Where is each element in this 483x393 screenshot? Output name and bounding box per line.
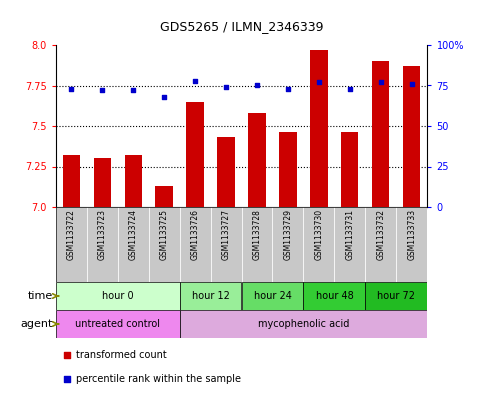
Text: transformed count: transformed count xyxy=(76,349,167,360)
Bar xyxy=(149,207,180,282)
Bar xyxy=(125,155,142,207)
Bar xyxy=(217,137,235,207)
Point xyxy=(63,376,71,382)
Point xyxy=(98,87,106,94)
Bar xyxy=(280,132,297,207)
Text: GSM1133729: GSM1133729 xyxy=(284,209,293,260)
Bar xyxy=(341,132,358,207)
Bar xyxy=(56,310,180,338)
Bar xyxy=(94,158,111,207)
Text: GSM1133724: GSM1133724 xyxy=(128,209,138,260)
Text: time: time xyxy=(28,291,53,301)
Bar xyxy=(248,113,266,207)
Bar xyxy=(156,186,172,207)
Bar xyxy=(242,207,272,282)
Bar xyxy=(334,207,366,282)
Bar xyxy=(62,155,80,207)
Bar xyxy=(403,66,421,207)
Bar xyxy=(303,207,334,282)
Text: hour 72: hour 72 xyxy=(377,291,415,301)
Bar xyxy=(366,207,397,282)
Text: GSM1133726: GSM1133726 xyxy=(190,209,199,260)
Text: GSM1133732: GSM1133732 xyxy=(376,209,385,260)
Bar xyxy=(56,282,180,310)
Bar xyxy=(366,282,427,310)
Text: GSM1133731: GSM1133731 xyxy=(345,209,355,260)
Point xyxy=(346,86,354,92)
Bar xyxy=(56,207,86,282)
Point xyxy=(222,84,230,90)
Text: agent: agent xyxy=(21,319,53,329)
Bar xyxy=(180,207,211,282)
Text: GSM1133730: GSM1133730 xyxy=(314,209,324,261)
Text: GDS5265 / ILMN_2346339: GDS5265 / ILMN_2346339 xyxy=(160,20,323,33)
Point xyxy=(408,81,416,87)
Text: hour 48: hour 48 xyxy=(315,291,354,301)
Text: GSM1133728: GSM1133728 xyxy=(253,209,261,260)
Bar xyxy=(303,282,366,310)
Bar xyxy=(86,207,117,282)
Bar xyxy=(180,310,427,338)
Text: GSM1133723: GSM1133723 xyxy=(98,209,107,260)
Bar xyxy=(397,207,427,282)
Point xyxy=(253,83,261,89)
Text: GSM1133733: GSM1133733 xyxy=(408,209,416,261)
Bar xyxy=(117,207,149,282)
Point xyxy=(284,86,292,92)
Point xyxy=(191,77,199,84)
Text: GSM1133725: GSM1133725 xyxy=(159,209,169,260)
Bar xyxy=(372,61,389,207)
Text: untreated control: untreated control xyxy=(75,319,160,329)
Point xyxy=(160,94,168,100)
Bar xyxy=(242,282,303,310)
Text: hour 24: hour 24 xyxy=(254,291,291,301)
Text: hour 0: hour 0 xyxy=(102,291,133,301)
Text: hour 12: hour 12 xyxy=(192,291,229,301)
Bar xyxy=(186,102,203,207)
Point xyxy=(315,79,323,85)
Bar xyxy=(180,282,242,310)
Text: GSM1133727: GSM1133727 xyxy=(222,209,230,260)
Bar xyxy=(272,207,303,282)
Text: GSM1133722: GSM1133722 xyxy=(67,209,75,260)
Bar xyxy=(211,207,242,282)
Text: percentile rank within the sample: percentile rank within the sample xyxy=(76,374,241,384)
Bar xyxy=(311,50,327,207)
Point xyxy=(377,79,385,85)
Point xyxy=(63,351,71,358)
Point xyxy=(129,87,137,94)
Text: mycophenolic acid: mycophenolic acid xyxy=(258,319,349,329)
Point xyxy=(67,86,75,92)
